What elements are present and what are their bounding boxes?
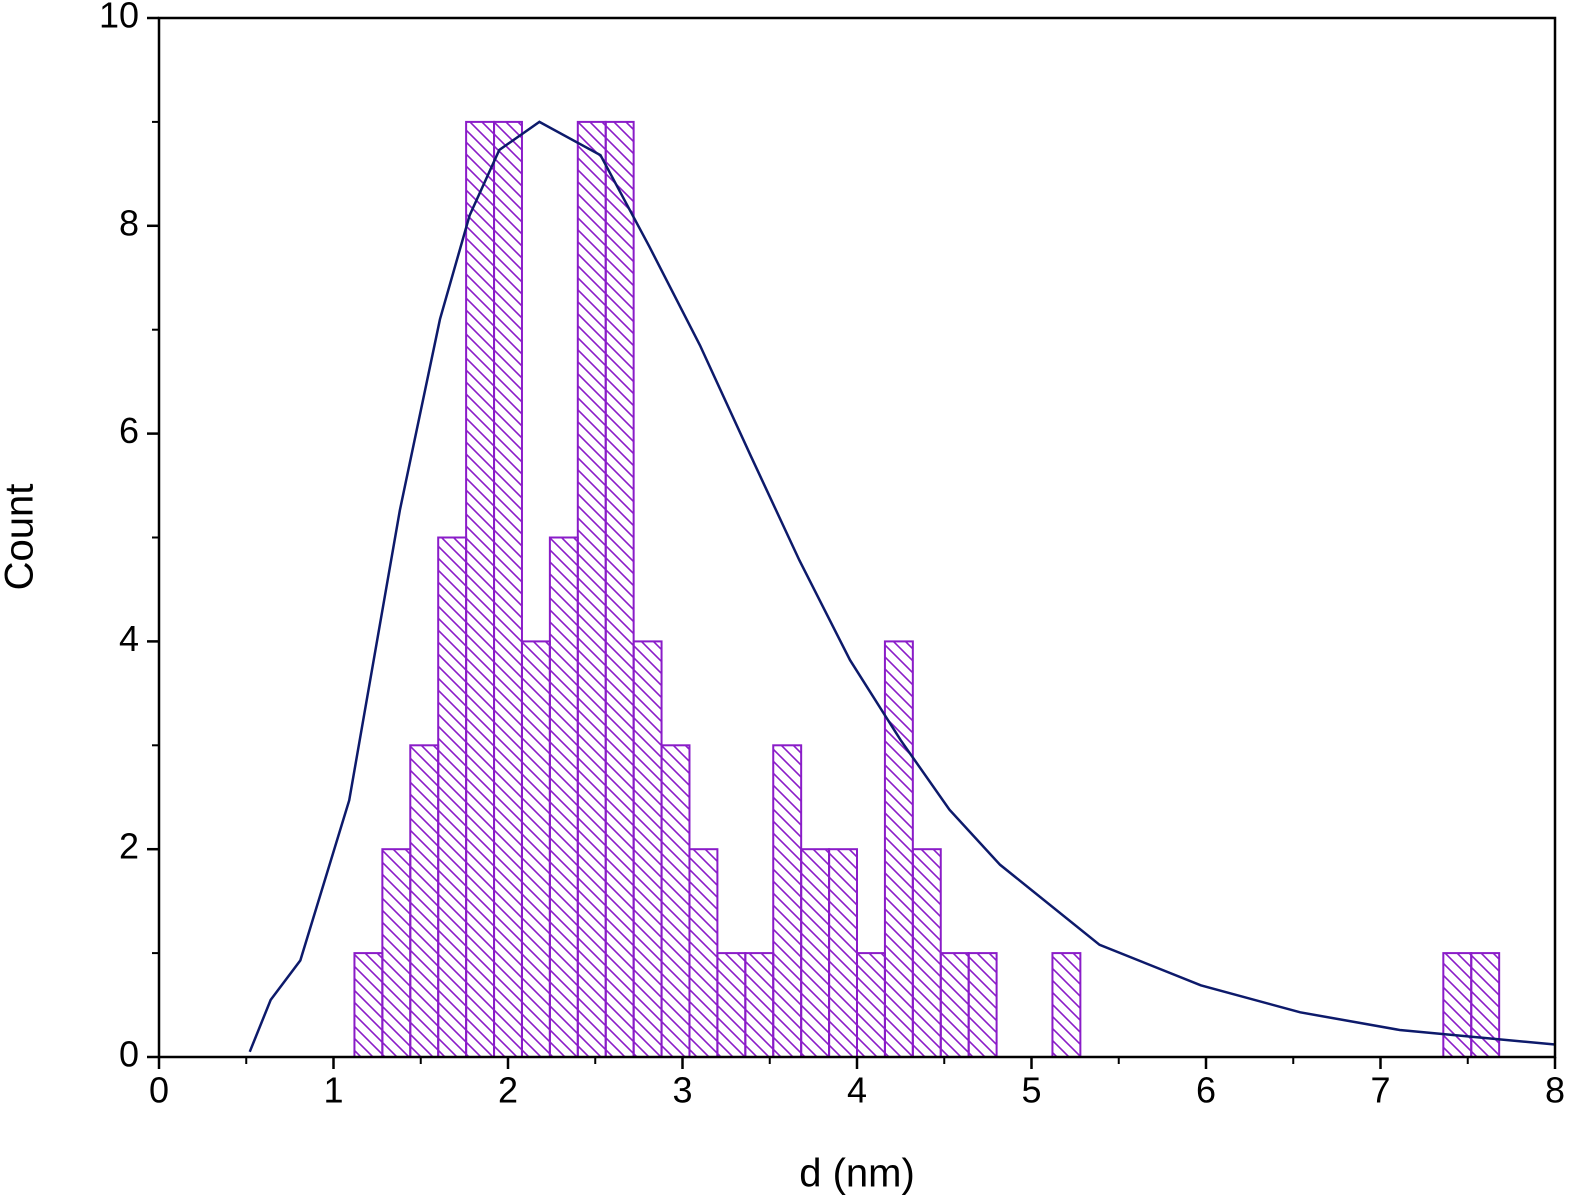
histogram-bar: [465, 120, 496, 1058]
histogram-bar: [688, 848, 719, 1059]
histogram-bar: [883, 640, 914, 1059]
histogram-bar: [911, 848, 942, 1059]
histogram-bar: [632, 640, 663, 1059]
x-tick-label: 7: [1370, 1070, 1390, 1111]
y-tick-label: 4: [119, 618, 139, 659]
histogram-bar: [967, 952, 998, 1058]
histogram-bar: [744, 952, 775, 1058]
y-tick-label: 0: [119, 1034, 139, 1075]
histogram-bar: [437, 536, 468, 1058]
histogram-bar: [1442, 952, 1473, 1058]
y-tick-label: 6: [119, 410, 139, 451]
x-tick-label: 0: [149, 1070, 169, 1111]
fit-curve: [248, 120, 1556, 1053]
y-tick-label: 8: [119, 202, 139, 243]
histogram-bar: [800, 848, 831, 1059]
histogram-bar: [828, 848, 859, 1059]
histogram-bar: [772, 744, 803, 1058]
x-tick-label: 2: [498, 1070, 518, 1111]
x-tick-label: 8: [1545, 1070, 1565, 1111]
histogram-bar: [576, 120, 607, 1058]
histogram-bar: [604, 120, 635, 1058]
histogram-bar: [381, 848, 412, 1059]
x-axis-label: d (nm): [799, 1152, 915, 1196]
histogram-bar: [856, 952, 886, 1058]
x-tick-label: 5: [1021, 1070, 1041, 1111]
x-tick-label: 6: [1196, 1070, 1216, 1111]
histogram-bar: [660, 744, 691, 1058]
histogram-bar: [1470, 952, 1501, 1058]
x-tick-label: 3: [672, 1070, 692, 1111]
histogram-bar: [493, 120, 523, 1058]
y-tick-label: 10: [99, 0, 139, 36]
histogram-bar: [520, 640, 551, 1059]
histogram-bar: [409, 744, 440, 1058]
y-axis-label: Count: [0, 484, 42, 591]
histogram-bar: [353, 952, 384, 1058]
x-tick-label: 4: [847, 1070, 867, 1111]
x-tick-label: 1: [323, 1070, 343, 1111]
y-tick-label: 2: [119, 826, 139, 867]
histogram-bar: [716, 952, 747, 1058]
histogram-bar: [939, 952, 970, 1058]
histogram-bar: [548, 536, 579, 1058]
histogram-bar: [1051, 952, 1082, 1058]
